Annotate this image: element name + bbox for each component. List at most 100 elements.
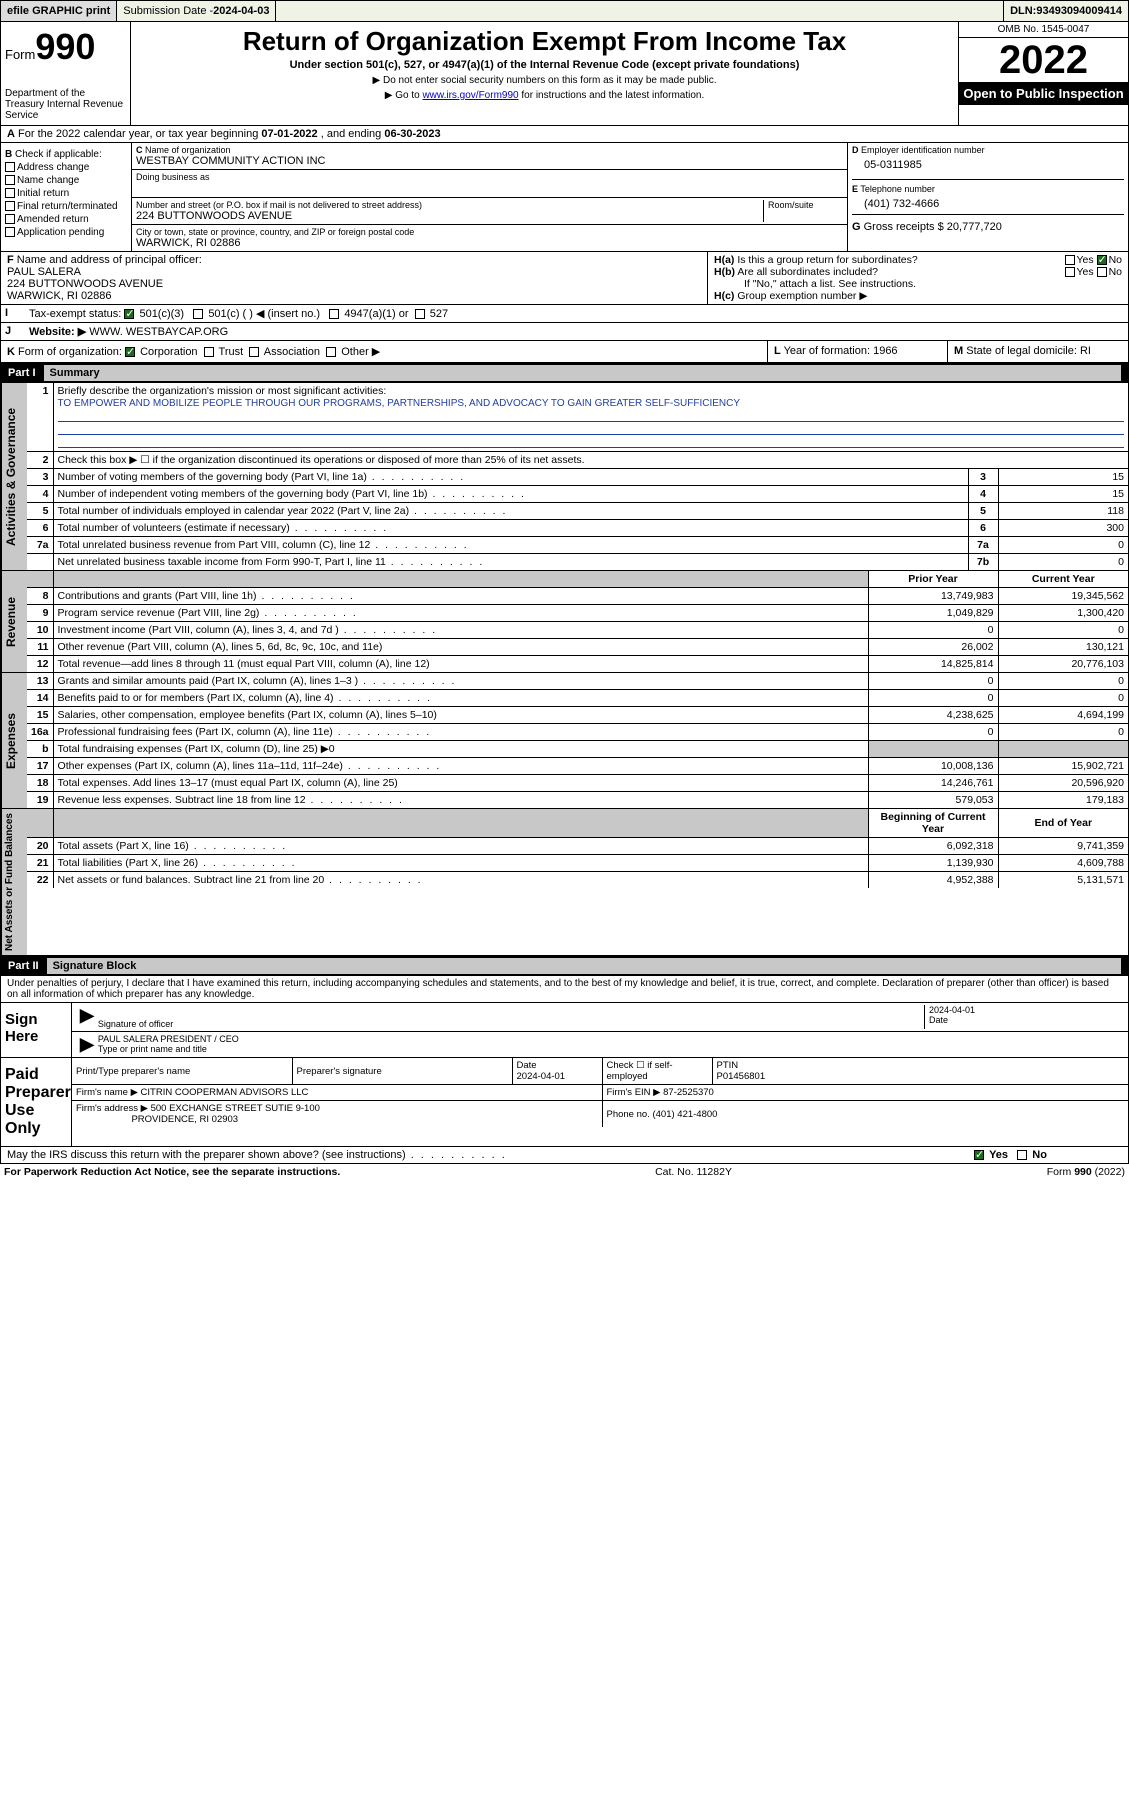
opt-final-return: Final return/terminated — [17, 201, 118, 212]
part2-title: Signature Block — [47, 958, 1121, 974]
discuss-text: May the IRS discuss this return with the… — [1, 1147, 968, 1163]
form-num: 990 — [35, 26, 95, 67]
ln6-val: 300 — [998, 520, 1128, 537]
street-label: Number and street (or P.O. box if mail i… — [136, 200, 763, 210]
chk-address-change[interactable] — [5, 162, 15, 172]
dln-label: DLN: — [1010, 5, 1036, 17]
sig-date-label: Date — [929, 1015, 948, 1025]
chk-527[interactable] — [415, 309, 425, 319]
chk-name-change[interactable] — [5, 175, 15, 185]
firm-phone: (401) 421-4800 — [652, 1109, 717, 1120]
ln22-prior: 4,952,388 — [868, 872, 998, 889]
chk-trust[interactable] — [204, 347, 214, 357]
open-public: Open to Public Inspection — [959, 82, 1128, 105]
submission-date: Submission Date - 2024-04-03 — [117, 1, 276, 21]
ln9-num: 9 — [27, 605, 53, 622]
chk-4947[interactable] — [329, 309, 339, 319]
form-number: Form990 — [5, 26, 126, 68]
part2-name: Part II — [8, 960, 49, 972]
chk-corp[interactable] — [125, 347, 135, 357]
ln21-prior: 1,139,930 — [868, 855, 998, 872]
ein-label: Employer identification number — [861, 145, 985, 155]
vlabel-governance: Activities & Governance — [1, 383, 27, 570]
firm-name-label: Firm's name ▶ — [76, 1087, 138, 1098]
chk-assoc[interactable] — [249, 347, 259, 357]
firm-name: CITRIN COOPERMAN ADVISORS LLC — [141, 1087, 309, 1098]
note-ssn: ▶ Do not enter social security numbers o… — [139, 75, 950, 86]
chk-ha-no[interactable] — [1097, 255, 1107, 265]
part1-exp: Expenses 13Grants and similar amounts pa… — [0, 673, 1129, 809]
ln21-curr: 4,609,788 — [998, 855, 1128, 872]
submission-date-value: 2024-04-03 — [213, 5, 269, 17]
chk-other[interactable] — [326, 347, 336, 357]
chk-amended-return[interactable] — [5, 214, 15, 224]
ln11-curr: 130,121 — [998, 639, 1128, 656]
ln14-num: 14 — [27, 690, 53, 707]
ln15-desc: Salaries, other compensation, employee b… — [53, 707, 868, 724]
ln18-prior: 14,246,761 — [868, 775, 998, 792]
mission-text: TO EMPOWER AND MOBILIZE PEOPLE THROUGH O… — [58, 398, 741, 409]
paid-preparer-label: Paid Preparer Use Only — [1, 1058, 71, 1146]
ln3-desc: Number of voting members of the governin… — [53, 469, 968, 486]
ln12-num: 12 — [27, 656, 53, 673]
dept-treasury: Department of the Treasury Internal Reve… — [5, 88, 126, 121]
year-formation-value: 1966 — [873, 345, 897, 357]
declaration-text: Under penalties of perjury, I declare th… — [0, 976, 1129, 1003]
ln18-desc: Total expenses. Add lines 13–17 (must eq… — [53, 775, 868, 792]
chk-final-return[interactable] — [5, 201, 15, 211]
website-value: WWW. WESTBAYCAP.ORG — [89, 326, 228, 338]
ln8-curr: 19,345,562 — [998, 588, 1128, 605]
governance-table: 1 Briefly describe the organization's mi… — [27, 383, 1128, 570]
ln21-desc: Total liabilities (Part X, line 26) — [53, 855, 868, 872]
prep-sig-label: Preparer's signature — [292, 1058, 512, 1085]
ln11-prior: 26,002 — [868, 639, 998, 656]
chk-initial-return[interactable] — [5, 188, 15, 198]
ln8-prior: 13,749,983 — [868, 588, 998, 605]
ptin-label: PTIN — [717, 1060, 739, 1071]
ln19-num: 19 — [27, 792, 53, 809]
chk-501c[interactable] — [193, 309, 203, 319]
header-mid: Return of Organization Exempt From Incom… — [131, 22, 958, 125]
expenses-table: 13Grants and similar amounts paid (Part … — [27, 673, 1128, 808]
irs-link[interactable]: www.irs.gov/Form990 — [422, 90, 518, 101]
phone-value: (401) 732-4666 — [852, 194, 1124, 210]
discuss-yes: Yes — [989, 1149, 1008, 1161]
opt-trust: Trust — [219, 346, 244, 358]
ha-no: No — [1109, 254, 1122, 266]
chk-hb-no[interactable] — [1097, 267, 1107, 277]
ln11-desc: Other revenue (Part VIII, column (A), li… — [53, 639, 868, 656]
prep-name-label: Print/Type preparer's name — [72, 1058, 292, 1085]
ln19-desc: Revenue less expenses. Subtract line 18 … — [53, 792, 868, 809]
ln13-desc: Grants and similar amounts paid (Part IX… — [53, 673, 868, 690]
ln17-num: 17 — [27, 758, 53, 775]
org-name: WESTBAY COMMUNITY ACTION INC — [136, 155, 843, 167]
ln7b-num — [27, 554, 53, 571]
chk-application-pending[interactable] — [5, 227, 15, 237]
chk-discuss-yes[interactable] — [974, 1150, 984, 1160]
firm-addr2: PROVIDENCE, RI 02903 — [131, 1114, 238, 1125]
chk-501c3[interactable] — [124, 309, 134, 319]
prep-date: 2024-04-01 — [517, 1071, 566, 1082]
ln4-desc: Number of independent voting members of … — [53, 486, 968, 503]
chk-ha-yes[interactable] — [1065, 255, 1075, 265]
part1-rev: Revenue Prior YearCurrent Year 8Contribu… — [0, 571, 1129, 673]
ln16b-num: b — [27, 741, 53, 758]
discuss-row: May the IRS discuss this return with the… — [0, 1147, 1129, 1164]
omb-number: OMB No. 1545-0047 — [959, 22, 1128, 38]
ln4-box: 4 — [968, 486, 998, 503]
city-label: City or town, state or province, country… — [136, 227, 843, 237]
form-title: Return of Organization Exempt From Incom… — [139, 26, 950, 57]
ln6-desc: Total number of volunteers (estimate if … — [53, 520, 968, 537]
officer-addr1: 224 BUTTONWOODS AVENUE — [7, 278, 701, 290]
ln18-num: 18 — [27, 775, 53, 792]
note-link-pre: Go to — [395, 90, 422, 101]
ptin-value: P01456801 — [717, 1071, 766, 1082]
line-a-mid: , and ending — [321, 128, 385, 140]
ln18-curr: 20,596,920 — [998, 775, 1128, 792]
part1-name: Part I — [8, 367, 46, 379]
chk-discuss-no[interactable] — [1017, 1150, 1027, 1160]
hb-label: Are all subordinates included? — [737, 266, 878, 278]
chk-hb-yes[interactable] — [1065, 267, 1075, 277]
footer-left: For Paperwork Reduction Act Notice, see … — [4, 1166, 340, 1178]
efile-print-button[interactable]: efile GRAPHIC print — [1, 1, 117, 21]
